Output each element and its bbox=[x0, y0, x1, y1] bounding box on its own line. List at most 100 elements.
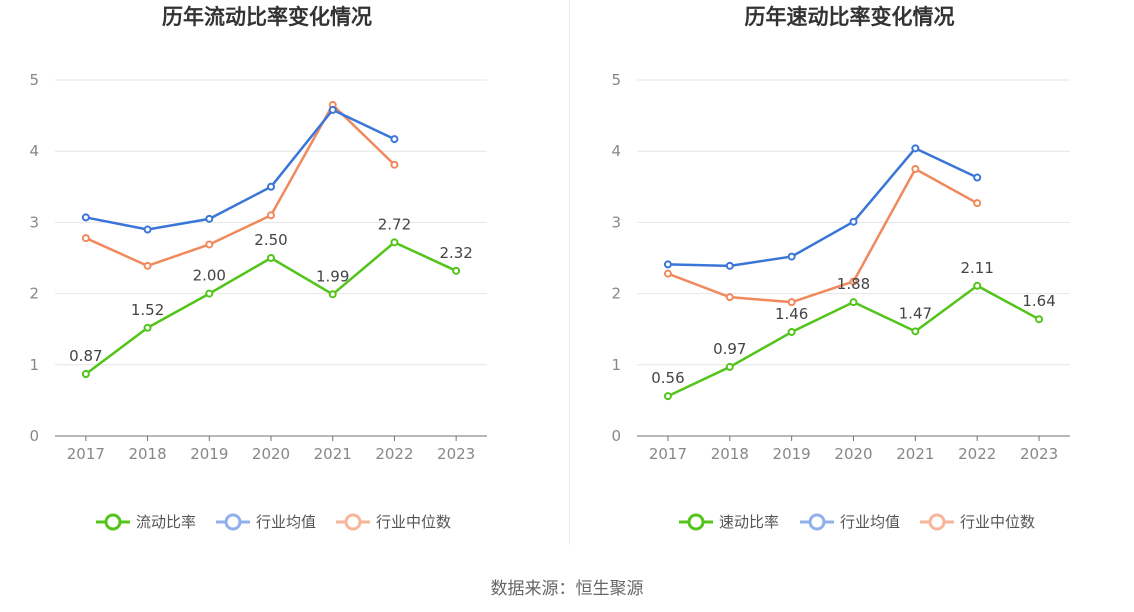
y-tick-label: 4 bbox=[29, 142, 39, 160]
data-label: 1.88 bbox=[837, 275, 870, 293]
x-tick-label: 2021 bbox=[314, 445, 352, 463]
data-point[interactable] bbox=[973, 173, 982, 182]
data-point[interactable] bbox=[390, 135, 399, 144]
data-label: 2.50 bbox=[254, 231, 287, 249]
data-point[interactable] bbox=[328, 105, 337, 114]
x-tick-label: 2019 bbox=[773, 445, 811, 463]
data-point[interactable] bbox=[787, 298, 796, 307]
legend-item[interactable]: 行业中位数 bbox=[920, 513, 1035, 531]
legend-item[interactable]: 行业均值 bbox=[800, 513, 900, 531]
data-label: 1.64 bbox=[1022, 292, 1055, 310]
series-line bbox=[85, 103, 396, 268]
y-tick-label: 1 bbox=[29, 356, 39, 374]
data-point[interactable] bbox=[663, 260, 672, 269]
data-point[interactable] bbox=[911, 165, 920, 173]
data-point[interactable] bbox=[205, 214, 214, 223]
x-tick-label: 2018 bbox=[711, 445, 749, 463]
legend-marker bbox=[104, 513, 122, 531]
data-point[interactable] bbox=[663, 392, 672, 401]
y-tick-label: 1 bbox=[611, 356, 621, 374]
data-point[interactable] bbox=[267, 182, 275, 191]
data-point[interactable] bbox=[1035, 315, 1044, 324]
x-tick-label: 2018 bbox=[128, 445, 166, 463]
x-tick-label: 2023 bbox=[1020, 445, 1058, 463]
x-tick-label: 2023 bbox=[437, 445, 475, 463]
quick-ratio-chart: 历年速动比率变化情况 0 1 2 3 4 5 2017 2018 2019 2020 2021 2022… bbox=[611, 5, 1070, 531]
data-label: 1.47 bbox=[899, 304, 932, 322]
chart-title: 历年流动比率变化情况 bbox=[162, 5, 372, 29]
data-source-note: 数据来源：恒生聚源 bbox=[490, 579, 644, 599]
legend-item[interactable]: 速动比率 bbox=[679, 513, 779, 531]
x-tick-label: 2022 bbox=[375, 445, 413, 463]
current-ratio-chart: 历年流动比率变化情况 0 1 2 3 4 5 2017 2018 2019 2020 2021 2022… bbox=[29, 5, 487, 531]
series-line bbox=[667, 167, 978, 304]
data-label: 0.97 bbox=[713, 340, 746, 358]
legend-marker bbox=[687, 513, 705, 531]
data-point[interactable] bbox=[81, 213, 90, 222]
y-tick-label: 5 bbox=[29, 71, 39, 89]
data-point[interactable] bbox=[267, 254, 275, 262]
data-point[interactable] bbox=[725, 261, 734, 270]
legend-label: 流动比率 bbox=[136, 513, 196, 531]
data-point[interactable] bbox=[787, 328, 796, 337]
data-label: 2.32 bbox=[439, 244, 472, 262]
data-point[interactable] bbox=[849, 277, 858, 286]
y-tick-label: 2 bbox=[611, 285, 621, 303]
data-label: 0.87 bbox=[69, 347, 102, 365]
x-tick-label: 2020 bbox=[834, 445, 872, 463]
data-point[interactable] bbox=[390, 238, 399, 247]
data-label: 1.99 bbox=[316, 267, 349, 285]
data-label: 1.46 bbox=[775, 305, 808, 323]
data-point[interactable] bbox=[787, 252, 796, 261]
legend-label: 速动比率 bbox=[719, 513, 779, 531]
data-point[interactable] bbox=[725, 293, 734, 302]
legend-marker bbox=[344, 513, 362, 531]
panel-divider bbox=[569, 0, 570, 545]
data-point[interactable] bbox=[143, 323, 152, 332]
x-tick-label: 2021 bbox=[896, 445, 934, 463]
legend-marker bbox=[928, 513, 946, 531]
data-point[interactable] bbox=[205, 240, 214, 249]
legend-label: 行业中位数 bbox=[376, 513, 451, 531]
y-tick-label: 3 bbox=[29, 213, 39, 231]
x-tick-label: 2017 bbox=[67, 445, 105, 463]
data-point[interactable] bbox=[81, 370, 90, 379]
data-point[interactable] bbox=[143, 225, 152, 234]
y-tick-label: 2 bbox=[29, 285, 39, 303]
data-point[interactable] bbox=[973, 199, 982, 208]
data-point[interactable] bbox=[849, 298, 858, 307]
series-line bbox=[85, 108, 395, 231]
legend-marker bbox=[224, 513, 242, 531]
x-tick-label: 2019 bbox=[190, 445, 228, 463]
legend-item[interactable]: 行业均值 bbox=[216, 513, 316, 531]
legend-marker bbox=[808, 513, 826, 531]
data-point[interactable] bbox=[911, 144, 920, 153]
legend-item[interactable]: 流动比率 bbox=[96, 513, 196, 531]
y-tick-label: 0 bbox=[29, 427, 39, 445]
y-tick-label: 5 bbox=[611, 71, 621, 89]
data-point[interactable] bbox=[911, 327, 920, 336]
data-label: 2.00 bbox=[193, 267, 226, 285]
x-tick-label: 2020 bbox=[252, 445, 290, 463]
quick-ratio-chart-panel: 历年速动比率变化情况 0 1 2 3 4 5 2017 2018 2019 2020 2021 2022… bbox=[567, 0, 1134, 550]
data-point[interactable] bbox=[973, 281, 982, 290]
data-label: 2.11 bbox=[961, 259, 994, 277]
x-tick-label: 2017 bbox=[649, 445, 687, 463]
series-line bbox=[667, 147, 978, 268]
legend-item[interactable]: 行业中位数 bbox=[336, 513, 451, 531]
data-point[interactable] bbox=[328, 290, 337, 299]
data-point[interactable] bbox=[143, 261, 152, 270]
data-point[interactable] bbox=[81, 234, 90, 243]
data-point[interactable] bbox=[849, 217, 858, 226]
y-tick-label: 0 bbox=[611, 427, 621, 445]
data-point[interactable] bbox=[452, 266, 461, 275]
data-label: 2.72 bbox=[378, 215, 411, 233]
y-tick-label: 4 bbox=[611, 142, 621, 160]
data-point[interactable] bbox=[390, 160, 399, 169]
y-tick-label: 3 bbox=[611, 213, 621, 231]
data-point[interactable] bbox=[267, 211, 275, 220]
data-point[interactable] bbox=[663, 269, 672, 278]
data-point[interactable] bbox=[205, 289, 214, 298]
chart-title: 历年速动比率变化情况 bbox=[745, 5, 955, 29]
data-point[interactable] bbox=[725, 362, 734, 371]
